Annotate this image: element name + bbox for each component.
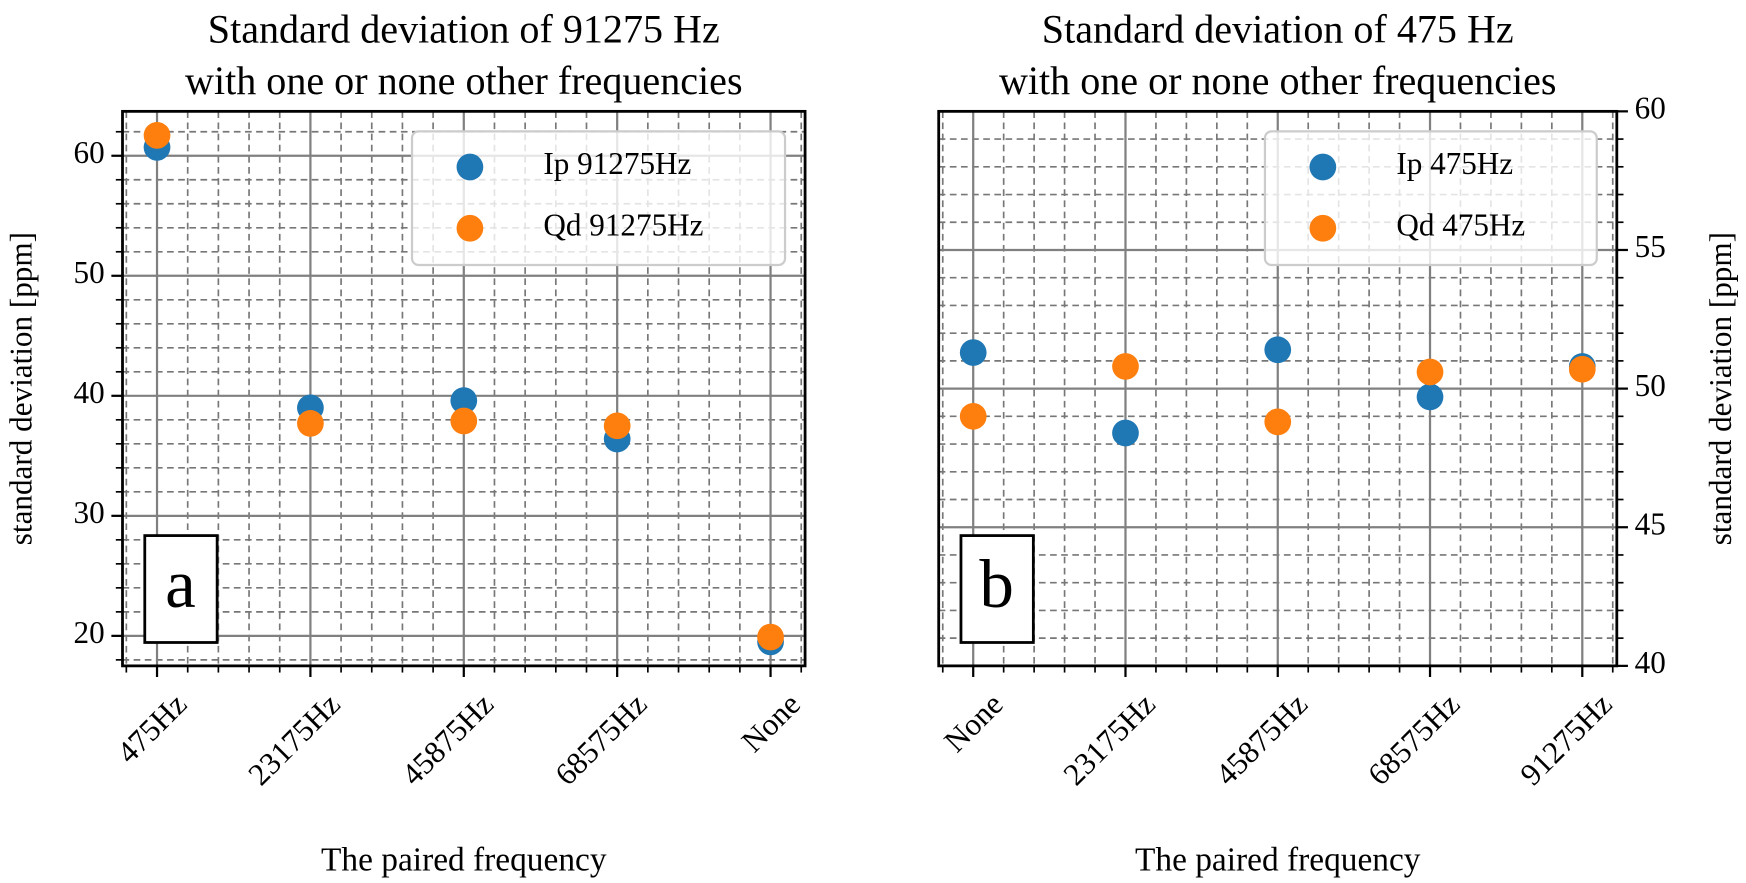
legend-label: Qd 475Hz — [1396, 207, 1525, 242]
point — [143, 121, 171, 149]
x-axis-label: The paired frequency — [321, 842, 607, 879]
legend-label: Ip 91275Hz — [543, 146, 691, 181]
y-axis-label: standard deviation [ppm] — [1703, 232, 1738, 545]
x-tick-label: 68575Hz — [548, 686, 654, 792]
y-tick-label: 30 — [74, 495, 105, 530]
point — [1264, 408, 1292, 436]
chart-title: Standard deviation of 475 Hz — [1042, 7, 1514, 52]
legend-box — [1263, 130, 1598, 267]
point — [450, 387, 478, 414]
x-tick-label: 45875Hz — [1209, 686, 1315, 792]
legend-box — [410, 130, 787, 267]
chart-title: with one or none other frequencies — [185, 58, 743, 103]
legend-marker — [456, 153, 484, 181]
x-tick-label: 23175Hz — [1056, 686, 1162, 792]
legend-label: Qd 91275Hz — [543, 207, 703, 242]
legend-label: Ip 475Hz — [1396, 146, 1513, 181]
y-tick-label: 40 — [1635, 645, 1666, 680]
point — [1416, 383, 1444, 411]
legend-marker — [1309, 153, 1337, 181]
legend-marker — [456, 214, 484, 242]
point — [959, 402, 987, 430]
x-tick-label: 45875Hz — [395, 686, 501, 792]
plot: 40 45 50 55 60 None 23175Hz 45875Hz 68575Hz 91275… — [937, 7, 1738, 879]
point — [959, 339, 987, 366]
y-tick-label: 50 — [1635, 368, 1666, 403]
y-tick-label: 45 — [1635, 506, 1666, 541]
point — [1568, 355, 1596, 383]
point — [450, 407, 478, 435]
point — [1112, 353, 1139, 380]
point — [1264, 336, 1292, 364]
point — [1112, 419, 1139, 447]
legend-marker — [1309, 214, 1337, 242]
chart-title: Standard deviation of 91275 Hz — [208, 7, 720, 52]
axes-frame — [121, 109, 807, 668]
y-tick-label: 60 — [1635, 91, 1666, 126]
chart-title: with one or none other frequencies — [999, 58, 1557, 103]
x-axis-label: The paired frequency — [1135, 842, 1421, 879]
x-tick-label: None — [734, 686, 806, 758]
y-tick-label: 60 — [74, 135, 105, 170]
annotation-box — [959, 534, 1035, 644]
y-tick-label: 50 — [74, 255, 105, 290]
y-tick-label: 20 — [74, 615, 105, 650]
annotation: a — [165, 545, 196, 622]
x-tick-label: 68575Hz — [1361, 686, 1467, 792]
axes-frame — [937, 109, 1619, 668]
plot: 20 30 40 50 60 475Hz 23175Hz 45875Hz 68575Hz None… — [4, 7, 807, 879]
y-tick-label: 40 — [74, 375, 105, 410]
x-tick-label: 475Hz — [110, 686, 193, 769]
annotation-box — [143, 534, 219, 644]
point — [297, 410, 324, 437]
y-tick-label: 55 — [1635, 229, 1666, 264]
x-tick-label: 23175Hz — [241, 686, 347, 792]
annotation: b — [979, 545, 1014, 622]
x-tick-label: 91275Hz — [1513, 686, 1619, 792]
x-tick-label: None — [937, 686, 1009, 758]
point — [1416, 358, 1444, 386]
point — [757, 623, 784, 651]
y-axis-label: standard deviation [ppm] — [4, 232, 39, 545]
point — [603, 412, 631, 440]
